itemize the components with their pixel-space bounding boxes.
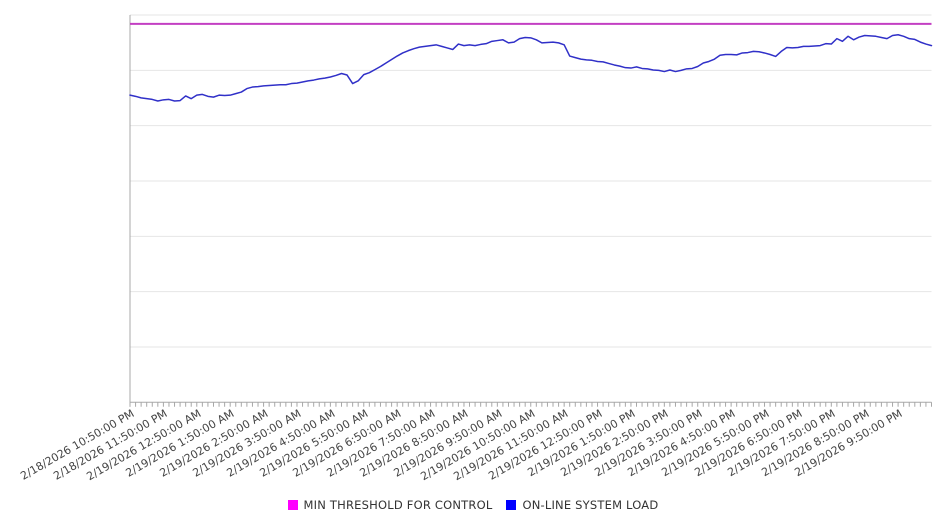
load-line — [129, 34, 933, 102]
legend-label: MIN THRESHOLD FOR CONTROL — [303, 498, 493, 512]
legend-item[interactable]: ON-LINE SYSTEM LOAD — [506, 498, 658, 512]
legend-swatch-icon — [506, 500, 517, 510]
x-axis-tick-marks — [129, 402, 932, 407]
legend-label: ON-LINE SYSTEM LOAD — [522, 498, 659, 512]
legend-item[interactable]: MIN THRESHOLD FOR CONTROL — [287, 498, 493, 512]
legend-swatch-icon — [287, 500, 298, 510]
chart-legend: MIN THRESHOLD FOR CONTROL ON-LINE SYSTEM … — [0, 498, 946, 512]
